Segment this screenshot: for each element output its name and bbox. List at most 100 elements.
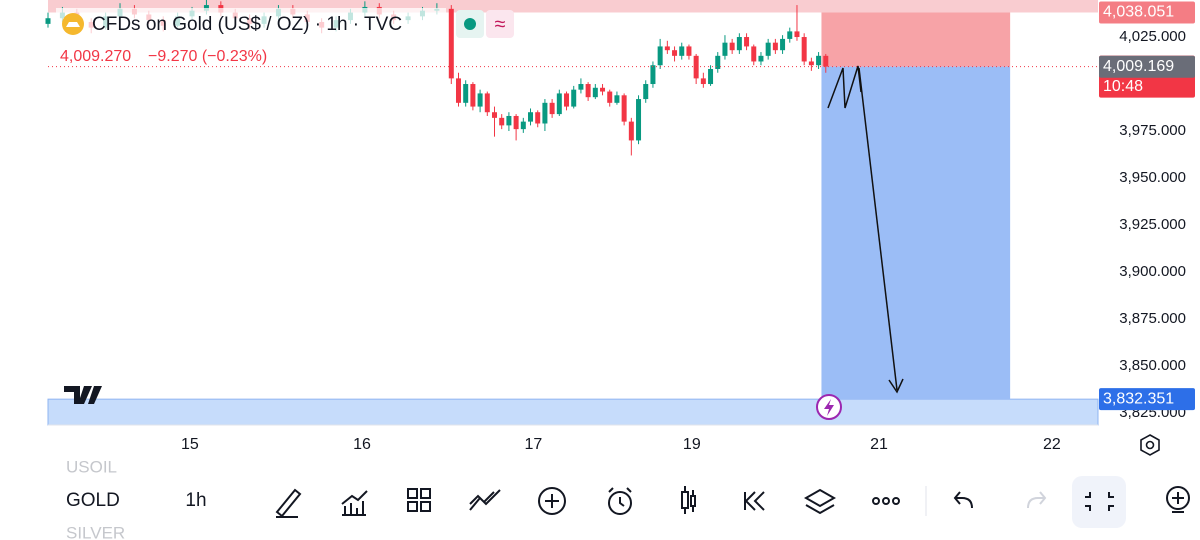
- candle-body: [816, 55, 822, 66]
- symbol-prev[interactable]: USOIL: [66, 457, 117, 476]
- candle-body: [484, 93, 490, 113]
- fullscreen-button[interactable]: [1072, 476, 1126, 528]
- candle-body: [499, 117, 505, 126]
- settings-dot: [1145, 440, 1155, 450]
- candle-body: [203, 5, 209, 11]
- arrow-line: [858, 67, 898, 391]
- header: CFDs on Gold (US$ / OZ) · 1h · TVC ≈ 4,0…: [56, 8, 514, 65]
- candle-body: [614, 95, 620, 103]
- candle-body: [772, 42, 778, 51]
- candle-body: [758, 55, 764, 62]
- candle-body: [549, 102, 555, 115]
- layers-icon[interactable]: [803, 488, 837, 515]
- y-tick-label: 3,900.000: [1119, 263, 1186, 280]
- header-backdrop: [56, 8, 446, 40]
- add-icon[interactable]: [538, 487, 566, 515]
- layouts-icon[interactable]: [407, 488, 431, 512]
- candle-body: [808, 61, 814, 66]
- candle-body: [506, 115, 512, 126]
- candle-body: [729, 42, 735, 51]
- y-tick-label: 3,975.000: [1119, 122, 1186, 139]
- candle-body: [765, 42, 771, 56]
- x-tick-label: 17: [524, 436, 542, 453]
- candle-body: [607, 91, 613, 103]
- price-badge-label: 3,832.351: [1103, 390, 1174, 407]
- alarm-icon[interactable]: [608, 491, 632, 515]
- price-axis: 4,025.000 3,975.000 3,950.000 3,925.000 3,90…: [48, 1, 1195, 453]
- x-tick-label: 15: [181, 436, 199, 453]
- settings-icon[interactable]: [1140, 434, 1160, 456]
- draw-icon[interactable]: [275, 488, 302, 518]
- candle-body: [679, 46, 685, 56]
- price-badge: [1099, 55, 1195, 78]
- symbol-current[interactable]: GOLD: [66, 490, 120, 511]
- price-badge-label: 4,009.169: [1103, 58, 1174, 75]
- interval[interactable]: 1h: [185, 490, 206, 511]
- candle-body: [535, 112, 541, 124]
- data-status[interactable]: [486, 10, 514, 38]
- candle-body: [45, 18, 51, 24]
- tv-logo: [64, 386, 102, 404]
- arrow-head: [888, 378, 904, 394]
- candle-body: [787, 31, 793, 39]
- last-price: 4,009.270: [60, 48, 131, 65]
- price-badge: [1099, 388, 1195, 411]
- collapse-icon: [1085, 492, 1114, 511]
- patterns-icon[interactable]: [469, 489, 501, 511]
- candle-body: [477, 93, 483, 107]
- x-tick-label: 19: [683, 436, 701, 453]
- candle-body: [564, 93, 570, 107]
- candle-body: [744, 37, 750, 47]
- undo-icon[interactable]: [953, 491, 973, 509]
- market-status-dot: [464, 18, 476, 30]
- candle-body: [801, 37, 807, 62]
- stop-zone: [821, 12, 1011, 67]
- candle-body: [578, 84, 584, 90]
- candle-body: [571, 89, 577, 107]
- x-tick-label: 16: [353, 436, 371, 453]
- candle-body: [643, 84, 649, 100]
- x-tick-label: 21: [870, 436, 888, 453]
- candle-body: [686, 46, 692, 56]
- symbol-title[interactable]: CFDs on Gold (US$ / OZ) · 1h · TVC: [92, 14, 402, 35]
- candle-body: [628, 121, 634, 141]
- candle-body: [823, 55, 829, 67]
- toolbar-icons: [275, 476, 1190, 528]
- replay-icon[interactable]: [744, 491, 765, 511]
- candle-body: [722, 42, 728, 56]
- price-badge: [1099, 1, 1195, 24]
- data-status-icon: ≈: [495, 13, 506, 35]
- candle-body: [715, 55, 721, 69]
- candle-body: [520, 121, 526, 130]
- candle-body: [621, 95, 627, 122]
- candle-body: [672, 50, 678, 56]
- redo-icon: [1027, 491, 1047, 509]
- candle-body: [794, 31, 800, 38]
- candle-body: [470, 84, 476, 107]
- add-symbol-icon[interactable]: [1166, 486, 1190, 510]
- candle-body: [664, 46, 670, 51]
- symbol-icon-bars: [66, 22, 80, 27]
- candle-body: [636, 99, 642, 141]
- candle-body: [600, 87, 606, 92]
- candle-body: [455, 78, 461, 103]
- candle-body: [556, 93, 562, 115]
- candle-body: [492, 112, 498, 118]
- candles-icon[interactable]: [681, 486, 692, 514]
- candle-body: [463, 84, 469, 103]
- price-badge-timer: 10:48: [1103, 78, 1143, 95]
- settings-hex: [1140, 434, 1160, 456]
- candle-body: [528, 112, 534, 122]
- price-badge-label: 4,038.051: [1103, 4, 1174, 21]
- drawings: [64, 65, 904, 420]
- candle-body: [700, 78, 706, 85]
- price-change: −9.270 (−0.23%): [148, 48, 267, 65]
- symbol-next[interactable]: SILVER: [66, 523, 125, 540]
- indicators-icon[interactable]: [341, 490, 368, 516]
- y-tick-label: 3,875.000: [1119, 310, 1186, 327]
- candle-body: [780, 38, 786, 51]
- candle-body: [708, 68, 714, 85]
- candle-body: [693, 55, 699, 79]
- zigzag-drawing: [827, 65, 862, 109]
